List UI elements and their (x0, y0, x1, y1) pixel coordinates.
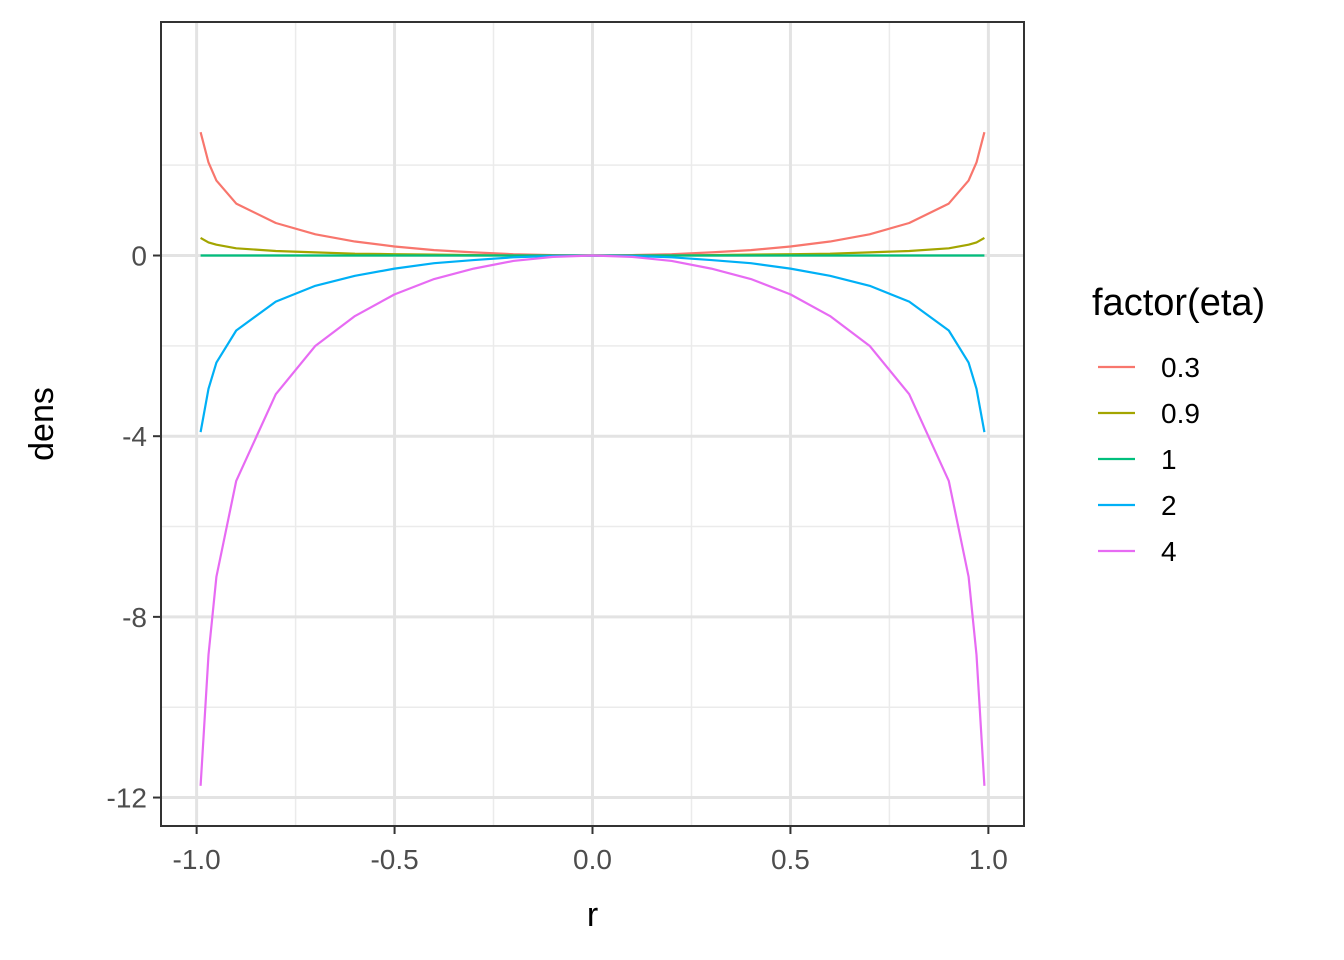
x-axis-title: r (587, 896, 598, 934)
legend-label: 1 (1161, 444, 1177, 475)
x-tick-label: -0.5 (370, 844, 418, 875)
legend-items: 0.3 0.9 1 2 4 (1098, 352, 1200, 567)
series-lines (199, 131, 986, 786)
legend: factor(eta) 0.3 0.9 1 2 4 (1092, 282, 1265, 567)
y-tick-label: 0 (131, 241, 147, 272)
x-tick-label: 0.5 (771, 844, 810, 875)
x-tick-label: 1.0 (969, 844, 1008, 875)
y-tick-label: -4 (122, 421, 147, 452)
legend-label: 2 (1161, 490, 1177, 521)
x-tick-label: -1.0 (173, 844, 221, 875)
series-line-4 (199, 254, 986, 786)
y-axis-title: dens (23, 387, 61, 461)
x-tick-label: 0.0 (573, 844, 612, 875)
plot-panel (160, 21, 1025, 827)
legend-label: 4 (1161, 536, 1177, 567)
y-tick-label: -8 (122, 602, 147, 633)
x-axis: -1.0 -0.5 0.0 0.5 1.0 (173, 826, 1008, 875)
y-axis: 0 -4 -8 -12 (107, 241, 161, 814)
y-tick-label: -12 (107, 783, 147, 814)
legend-title: factor(eta) (1092, 282, 1265, 324)
legend-label: 0.3 (1161, 352, 1200, 383)
legend-label: 0.9 (1161, 398, 1200, 429)
